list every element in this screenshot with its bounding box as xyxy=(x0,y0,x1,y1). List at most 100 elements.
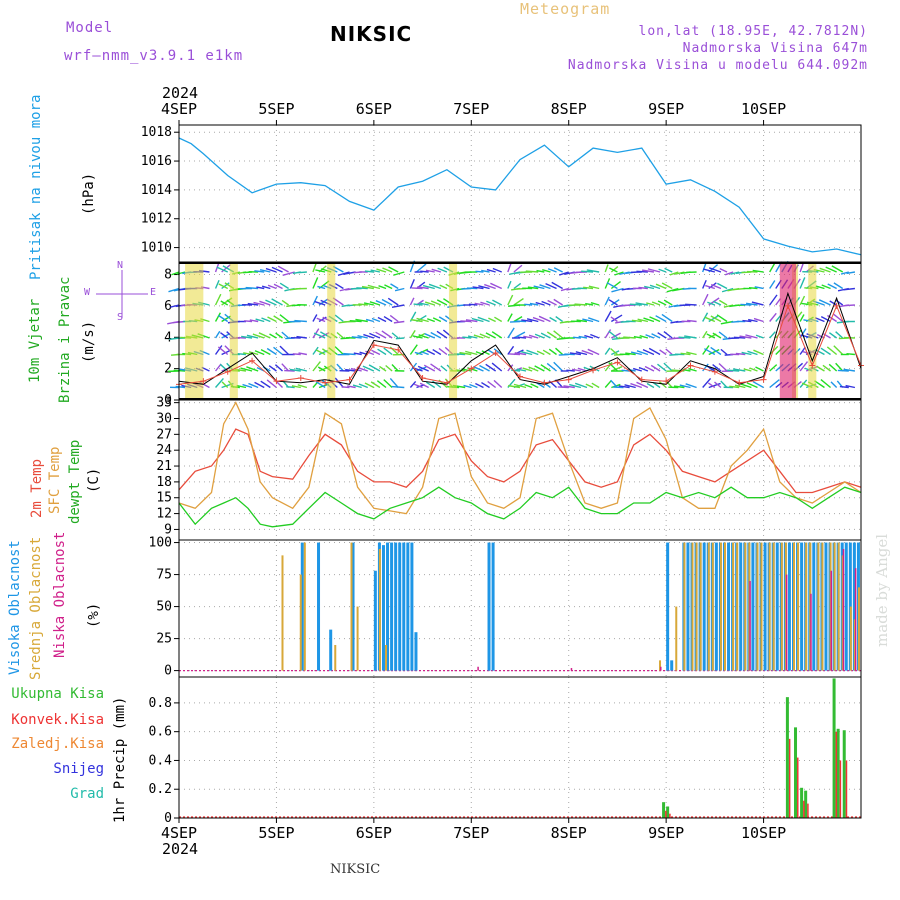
cloud-label-high: Visoka Oblacnost xyxy=(7,540,23,675)
wind-arrow xyxy=(391,332,399,339)
model-label: Model xyxy=(66,20,114,36)
wind-arrow xyxy=(839,385,849,389)
wind-arrow xyxy=(286,385,295,389)
wind-arrow xyxy=(357,335,368,339)
wind-arrow xyxy=(253,301,265,306)
wind-arrow xyxy=(536,382,545,389)
wind-arrow xyxy=(576,319,588,323)
wind-label-2: Brzina i Pravac xyxy=(57,276,73,403)
legend-snow: Snijeg xyxy=(53,761,104,777)
wind-arrow xyxy=(558,271,569,276)
wind-arrow xyxy=(630,351,642,356)
wind-arrow xyxy=(215,377,224,388)
cloud-high-bar xyxy=(491,542,495,671)
cloud-mid-bar xyxy=(699,542,702,671)
wind-arrow xyxy=(604,296,610,306)
cloud-mid-bar xyxy=(356,606,359,671)
cloud-mid-bar xyxy=(744,542,747,671)
wind-arrow xyxy=(358,383,369,389)
wind-arrow xyxy=(481,350,490,356)
cloud-low-bar xyxy=(660,666,662,671)
wind-arrow xyxy=(484,283,496,290)
wind-arrow xyxy=(411,287,423,290)
wind-arrow xyxy=(274,364,283,372)
wind-arrow xyxy=(246,334,259,339)
wind-arrow xyxy=(542,269,551,273)
wind-arrow xyxy=(375,300,387,306)
wind-arrow xyxy=(296,335,307,339)
cloud-label-mid: Srednja Oblacnost xyxy=(28,536,44,680)
compass-s: S xyxy=(117,312,125,323)
wind-ytick-label: 4 xyxy=(164,330,172,345)
cloud-high-bar xyxy=(394,542,398,671)
wind-arrow xyxy=(481,381,490,389)
wind-arrow xyxy=(799,263,804,273)
wind-arrow xyxy=(650,364,661,372)
wind-arrow xyxy=(642,348,655,356)
wind-arrow xyxy=(846,271,856,275)
wind-arrow xyxy=(524,303,533,306)
wind-arrow xyxy=(312,295,318,306)
wind-arrow xyxy=(358,303,368,306)
wind-arrow xyxy=(297,384,308,389)
cloud-mid-bar xyxy=(334,644,337,671)
temperature-ytick-label: 33 xyxy=(156,396,172,411)
wind-arrow xyxy=(249,319,259,323)
wind-arrow xyxy=(410,318,423,323)
wind-arrow xyxy=(799,346,806,355)
wind-arrow xyxy=(258,332,271,339)
wind-arrow xyxy=(316,317,326,323)
wind-arrow xyxy=(769,280,776,289)
wind-arrow xyxy=(171,271,180,276)
wind-arrow xyxy=(642,269,655,273)
wind-arrow xyxy=(746,382,758,389)
date-label-bottom: 7SEP xyxy=(453,824,489,842)
wind-arrow xyxy=(245,286,259,290)
wind-arrow xyxy=(608,330,618,339)
wind-arrow xyxy=(624,384,636,389)
wind-arrow xyxy=(490,282,503,290)
wind-arrow xyxy=(391,385,405,389)
wind-arrow xyxy=(610,379,618,388)
wind-arrow xyxy=(362,365,375,372)
legend-total-rain: Ukupna Kisa xyxy=(11,686,104,702)
compass-e: E xyxy=(150,287,158,298)
wind-arrow xyxy=(389,314,399,323)
wind-arrow xyxy=(455,369,466,372)
wind-arrow xyxy=(843,368,856,372)
wind-arrow xyxy=(833,313,844,323)
temperature-ytick-label: 9 xyxy=(164,522,172,537)
cloud-high-bar xyxy=(714,542,718,671)
wind-gust-marker xyxy=(395,346,402,353)
wind-arrow xyxy=(367,284,381,290)
wind-arrow xyxy=(845,384,856,389)
wind-arrow xyxy=(540,364,551,372)
cloud-high-bar xyxy=(824,542,828,671)
wind-arrow xyxy=(739,335,752,339)
wind-arrow xyxy=(472,286,484,290)
wind-arrow xyxy=(282,271,295,277)
wind-arrow xyxy=(818,299,831,306)
wind-arrow xyxy=(355,318,368,323)
wind-arrow xyxy=(260,349,271,356)
wind-arrow xyxy=(546,331,557,339)
wind-arrow xyxy=(712,364,722,372)
page-title: NIKSIC xyxy=(330,22,413,46)
wind-arrow xyxy=(553,267,563,273)
wind-arrow xyxy=(479,364,490,372)
wind-arrow xyxy=(409,344,418,355)
wind-arrow xyxy=(294,319,307,323)
wind-gust-marker xyxy=(663,378,670,385)
wind-arrow xyxy=(583,286,594,290)
wind-arrow xyxy=(377,316,387,323)
wind-arrow xyxy=(248,351,259,356)
wind-arrow xyxy=(420,350,429,356)
cloud-mid-bar xyxy=(768,542,771,671)
wind-arrow xyxy=(361,285,374,290)
wind-arrow xyxy=(462,336,472,339)
wind-arrow xyxy=(710,283,722,290)
wind-arrow xyxy=(720,320,734,325)
wind-arrow xyxy=(611,287,624,293)
wind-arrow xyxy=(345,368,356,372)
cloud-high-bar xyxy=(787,542,791,671)
